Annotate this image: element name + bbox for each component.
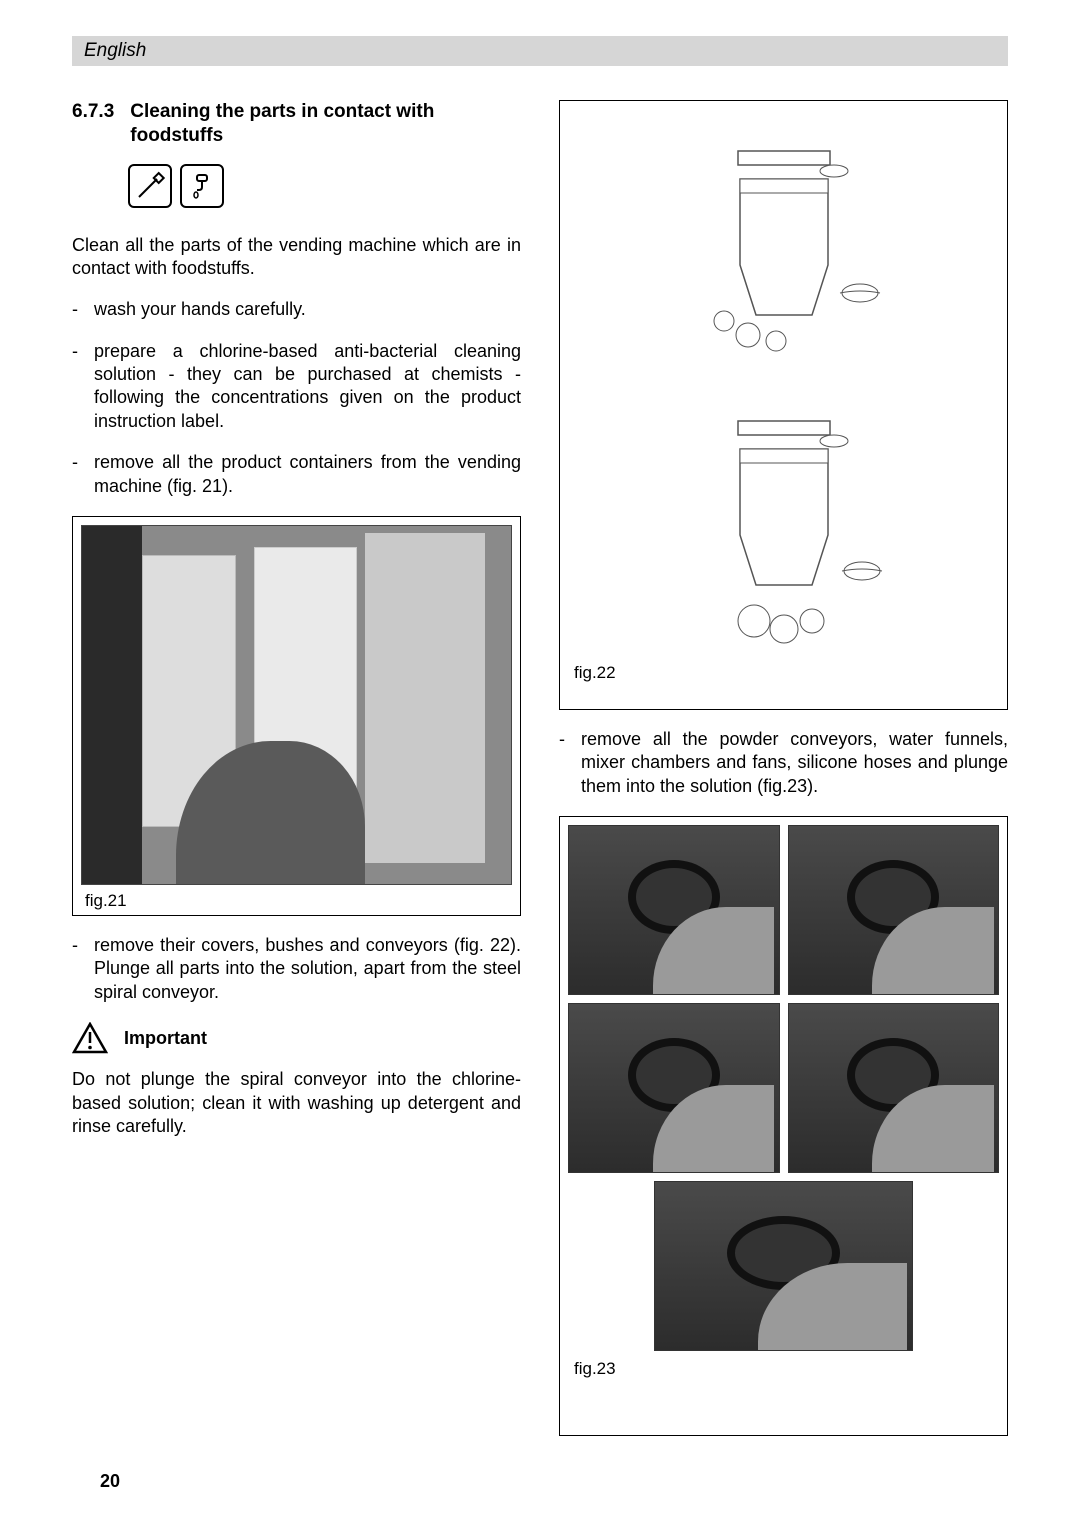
right-column: fig.22 - remove all the powder conveyors… xyxy=(559,100,1008,1454)
bullet-dash: - xyxy=(72,298,78,321)
figure-22: fig.22 xyxy=(559,100,1008,710)
bullet-text: remove their covers, bushes and conveyor… xyxy=(94,934,521,1004)
tap-icon xyxy=(180,164,224,208)
figure-23-photo xyxy=(788,825,1000,995)
figure-23-row-1 xyxy=(568,825,999,995)
bullet-text: remove all the product containers from t… xyxy=(94,451,521,498)
bullet-wash-hands: - wash your hands carefully. xyxy=(72,298,521,321)
figure-21-photo xyxy=(81,525,512,885)
bullet-text: remove all the powder conveyors, water f… xyxy=(581,728,1008,798)
content-columns: 6.7.3 Cleaning the parts in contact with… xyxy=(72,100,1008,1454)
page-number: 20 xyxy=(100,1471,120,1492)
bullet-remove-containers: - remove all the product containers from… xyxy=(72,451,521,498)
section-title: Cleaning the parts in contact with foods… xyxy=(130,100,521,148)
bullet-dash: - xyxy=(72,934,78,1004)
section-heading: 6.7.3 Cleaning the parts in contact with… xyxy=(72,100,521,148)
section-number: 6.7.3 xyxy=(72,100,114,148)
warning-icon xyxy=(72,1022,108,1054)
intro-paragraph: Clean all the parts of the vending machi… xyxy=(72,234,521,281)
bullet-remove-covers: - remove their covers, bushes and convey… xyxy=(72,934,521,1004)
figure-23-photo xyxy=(568,825,780,995)
important-text: Do not plunge the spiral conveyor into t… xyxy=(72,1068,521,1138)
figure-22-caption: fig.22 xyxy=(574,663,616,683)
language-label: English xyxy=(84,40,146,61)
bullet-text: wash your hands carefully. xyxy=(94,298,521,321)
figure-23-row-2 xyxy=(568,1003,999,1173)
bullet-prepare-solution: - prepare a chlorine-based anti-bacteria… xyxy=(72,340,521,434)
important-label: Important xyxy=(124,1028,207,1049)
bullet-dash: - xyxy=(72,340,78,434)
bullet-dash: - xyxy=(559,728,565,798)
bullet-dash: - xyxy=(72,451,78,498)
hopper-diagram-top xyxy=(684,145,884,395)
left-column: 6.7.3 Cleaning the parts in contact with… xyxy=(72,100,521,1454)
figure-21-caption: fig.21 xyxy=(81,885,512,915)
bullet-text: prepare a chlorine-based anti-bacterial … xyxy=(94,340,521,434)
bullet-remove-conveyors: - remove all the powder conveyors, water… xyxy=(559,728,1008,798)
screwdriver-icon xyxy=(128,164,172,208)
figure-23-photo xyxy=(788,1003,1000,1173)
page-header: English xyxy=(72,36,1008,66)
hopper-diagram-bottom xyxy=(684,415,884,665)
figure-23-photo xyxy=(654,1181,913,1351)
figure-23: fig.23 xyxy=(559,816,1008,1436)
figure-21: fig.21 xyxy=(72,516,521,916)
procedure-icons xyxy=(128,164,521,208)
figure-23-photo xyxy=(568,1003,780,1173)
important-heading: Important xyxy=(72,1022,521,1054)
figure-23-caption: fig.23 xyxy=(568,1359,999,1379)
